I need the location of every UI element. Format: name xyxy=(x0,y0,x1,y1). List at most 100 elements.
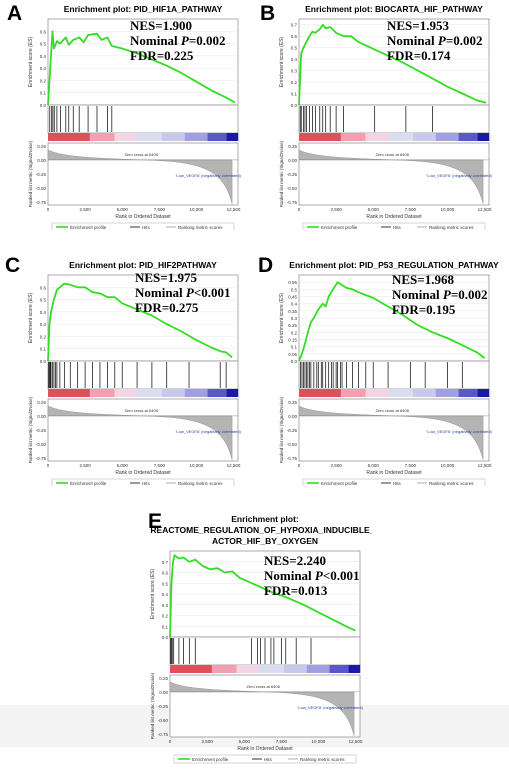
x-axis-label: Rank in Ordered Dataset xyxy=(115,214,171,220)
es-tick-label: 0.6 xyxy=(40,29,47,34)
ranking-color-bar-segment xyxy=(388,133,414,141)
es-tick-label: 0.0 xyxy=(40,103,47,108)
es-tick-label: 0.3 xyxy=(40,322,47,327)
rank-tick-label: -0.25 xyxy=(287,428,298,433)
es-tick-label: 0.05 xyxy=(288,352,297,357)
x-tick-label: 12,500 xyxy=(349,739,363,744)
fdr-value: FDR=0.013 xyxy=(264,583,328,598)
chart-title: Enrichment plot: xyxy=(231,514,299,524)
ranking-color-bar-segment xyxy=(226,133,239,141)
gsea-panel-b: Enrichment plot: BIOCARTA_HIF_PATHWAY 0.0… xyxy=(279,4,493,230)
low-label: 'Low_VEGFA' (negatively correlated) xyxy=(298,705,364,710)
rank-tick-label: -0.75 xyxy=(287,200,298,205)
stats-b: NES=1.953 Nominal P=0.002 FDR=0.174 xyxy=(387,18,483,63)
rank-tick-label: -0.25 xyxy=(287,172,298,177)
x-tick-label: 5,000 xyxy=(239,739,251,744)
es-tick-label: 0.3 xyxy=(162,603,169,608)
stats-c: NES=1.975 Nominal P<0.001 FDR=0.275 xyxy=(135,270,231,315)
legend-label: Hits xyxy=(393,481,401,486)
es-tick-label: 0.3 xyxy=(40,66,47,71)
enrichment-profile-line xyxy=(47,30,236,106)
ranking-color-bar-segment xyxy=(365,133,389,141)
ranking-color-bar-segment xyxy=(284,665,308,673)
es-tick-label: 0.4 xyxy=(40,54,47,59)
x-tick-label: 2,500 xyxy=(79,207,91,212)
x-tick-label: 10,000 xyxy=(441,463,455,468)
rank-axis-label: Ranked list metric (Signal2Noise) xyxy=(28,140,33,207)
rank-tick-label: -0.50 xyxy=(36,442,47,447)
ranking-color-bar-segment xyxy=(348,665,361,673)
fdr-value: FDR=0.174 xyxy=(387,48,451,63)
panel-letter-e: E xyxy=(148,510,163,533)
enrichment-profile-line xyxy=(298,23,487,106)
ranking-color-bar-segment xyxy=(114,133,138,141)
es-tick-label: 0.5 xyxy=(162,581,169,586)
chart-title: Enrichment plot: PID_HIF2PATHWAY xyxy=(69,260,217,270)
legend-box xyxy=(302,478,486,486)
es-tick-label: 0.55 xyxy=(288,280,297,285)
es-tick-label: 0.1 xyxy=(40,347,47,352)
rank-tick-label: 0.25 xyxy=(288,400,297,405)
ranking-color-bar-segment xyxy=(89,133,115,141)
x-tick-label: 5,000 xyxy=(117,463,129,468)
es-tick-label: 0.15 xyxy=(288,338,297,343)
es-tick-label: 0.0 xyxy=(40,359,47,364)
p-value: Nominal P=0.002 xyxy=(130,33,226,48)
es-tick-label: 0.2 xyxy=(40,78,47,83)
rank-tick-label: 0.00 xyxy=(37,414,46,419)
es-tick-label: 0.6 xyxy=(162,571,169,576)
low-label: 'Low_VEGFA' (negatively correlated) xyxy=(176,173,242,178)
panel-letter-a: A xyxy=(7,2,23,25)
rank-tick-label: -0.75 xyxy=(36,456,47,461)
x-tick-label: 2,500 xyxy=(79,463,91,468)
stats-d: NES=1.968 Nominal P=0.002 FDR=0.195 xyxy=(392,272,488,317)
rank-tick-label: 0.00 xyxy=(37,158,46,163)
legend-label: Enrichment profile xyxy=(192,757,229,762)
es-tick-label: 0.35 xyxy=(288,309,297,314)
rank-tick-label: -0.50 xyxy=(36,186,47,191)
rank-plot-frame xyxy=(298,398,490,462)
ranking-color-bar-segment xyxy=(458,133,478,141)
x-tick-label: 12,500 xyxy=(227,207,241,212)
rank-plot-frame xyxy=(169,674,361,738)
es-tick-label: 0.4 xyxy=(291,302,298,307)
es-tick-label: 0.4 xyxy=(162,592,169,597)
ranking-color-bar-segment xyxy=(340,133,366,141)
es-tick-label: 0.1 xyxy=(40,91,47,96)
x-tick-label: 7,500 xyxy=(276,739,288,744)
p-value: Nominal P=0.002 xyxy=(392,287,488,302)
ranking-color-bar-segment xyxy=(170,665,213,673)
es-axis-label: Enrichment score (ES) xyxy=(28,293,34,344)
x-tick-label: 12,500 xyxy=(227,463,241,468)
zero-cross-label: Zero cross at 6408 xyxy=(124,152,158,157)
x-tick-label: 5,000 xyxy=(368,463,380,468)
low-label: 'Low_VEGFA' (negatively correlated) xyxy=(427,429,493,434)
low-label: 'Low_VEGFA' (negatively correlated) xyxy=(427,173,493,178)
x-tick-label: 12,500 xyxy=(478,207,492,212)
es-tick-label: 0.0 xyxy=(291,359,298,364)
legend-label: Hits xyxy=(264,757,272,762)
es-tick-label: 0.3 xyxy=(291,316,298,321)
chart-title: REACTOME_REGULATION_OF_HYPOXIA_INDUCIBLE… xyxy=(150,525,372,535)
x-tick-label: 5,000 xyxy=(117,207,129,212)
legend-label: Enrichment profile xyxy=(70,481,107,486)
rank-tick-label: -0.25 xyxy=(36,172,47,177)
rank-tick-label: -0.50 xyxy=(287,186,298,191)
legend-label: Ranking metric scores xyxy=(429,481,474,486)
ranking-color-bar-segment xyxy=(329,665,349,673)
x-tick-label: 10,000 xyxy=(441,207,455,212)
zero-cross-label: Zero cross at 6408 xyxy=(375,408,409,413)
legend-label: Ranking metric scores xyxy=(178,481,223,486)
es-tick-label: 0.5 xyxy=(40,42,47,47)
ranking-color-bar-segment xyxy=(211,665,237,673)
es-tick-label: 0.7 xyxy=(291,23,298,28)
rank-tick-label: -0.75 xyxy=(158,732,169,737)
rank-tick-label: 0.00 xyxy=(288,158,297,163)
es-axis-label: Enrichment score (ES) xyxy=(28,37,34,88)
ranking-color-bar-segment xyxy=(207,133,227,141)
es-tick-label: 0.1 xyxy=(291,92,298,97)
ranking-color-bar-segment xyxy=(306,665,330,673)
gsea-panel-e: Enrichment plot:REACTOME_REGULATION_OF_H… xyxy=(150,514,372,764)
rank-tick-label: 0.25 xyxy=(37,144,46,149)
hits-frame xyxy=(298,360,490,390)
